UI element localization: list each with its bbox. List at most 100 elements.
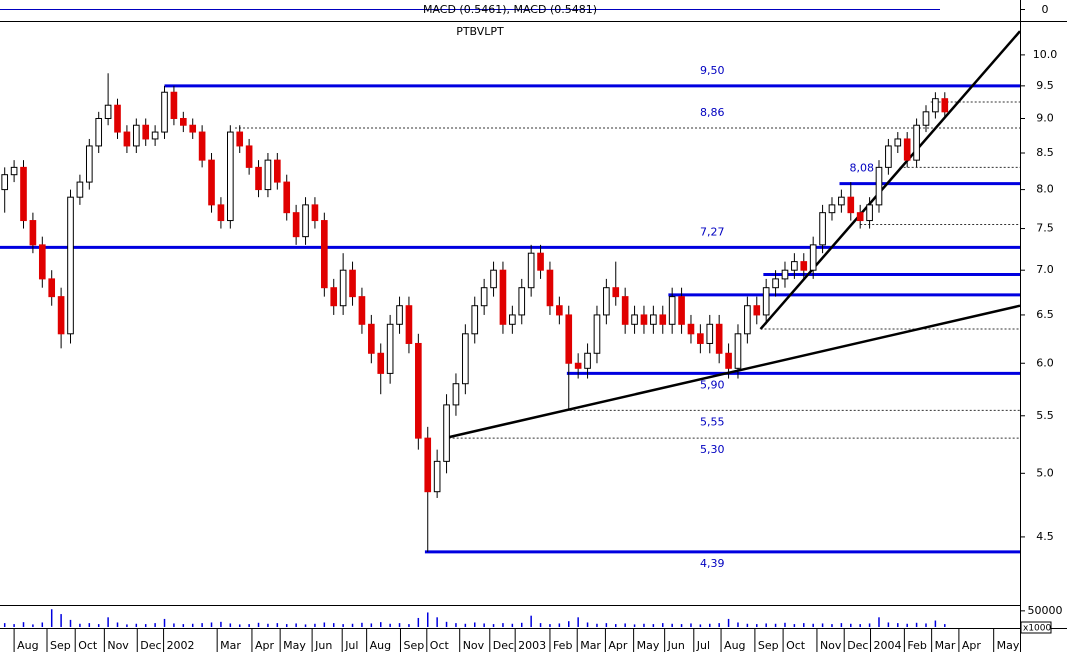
candle-body: [302, 204, 309, 238]
candle-body: [20, 166, 27, 222]
candle-body: [772, 278, 779, 289]
candle-body: [603, 287, 610, 316]
level-label: 8,08: [850, 162, 875, 175]
candle-body: [621, 296, 629, 325]
y-tick-label: 8.5: [1036, 146, 1054, 159]
x-tick-label: Aug: [724, 639, 745, 652]
candle-body: [706, 323, 714, 344]
x-tick-label: Apr: [608, 639, 628, 652]
candle-body: [142, 124, 150, 140]
candle-body: [29, 220, 37, 246]
x-tick-label: Nov: [107, 639, 129, 652]
candle-body: [198, 131, 206, 161]
candle-body: [781, 269, 789, 280]
candle-body: [358, 296, 366, 325]
candle-body: [593, 314, 601, 354]
trendline: [444, 304, 1021, 440]
trendline: [759, 30, 1021, 330]
x-tick-label: Apr: [255, 639, 275, 652]
candle-body: [556, 305, 563, 316]
candle-body: [38, 244, 46, 280]
candle-body: [57, 296, 65, 335]
candle-body: [659, 314, 667, 325]
candle-body: [170, 91, 178, 119]
candle-body: [179, 117, 187, 126]
candle-body: [838, 196, 845, 206]
candle-body: [114, 104, 121, 133]
x-tick-label: 2004: [874, 639, 902, 652]
candle-body: [321, 220, 328, 289]
candle-body: [527, 252, 535, 289]
candle-body: [274, 159, 281, 183]
candle-body: [885, 145, 892, 168]
candle-body: [725, 352, 732, 369]
candle-body: [791, 261, 798, 271]
candle-body: [932, 98, 939, 113]
x-tick-label: Nov: [463, 639, 485, 652]
candle-body: [85, 145, 93, 183]
y-tick-label: 10.0: [1033, 48, 1058, 61]
level-label: 5,30: [700, 443, 725, 456]
candle-body: [715, 323, 723, 354]
level-label: 7,27: [700, 225, 725, 238]
candle-body: [217, 204, 225, 222]
y-tick-label: 5.5: [1036, 409, 1054, 422]
candle-body: [283, 181, 291, 214]
candle-body: [424, 437, 432, 493]
candle-body: [264, 159, 272, 191]
candle-body: [330, 287, 338, 307]
level-label: 5,90: [700, 378, 725, 391]
chart-title: PTBVLPT: [456, 25, 504, 38]
level-label: 5,55: [700, 415, 725, 428]
x-tick-label: Dec: [493, 639, 514, 652]
x-tick-label: Aug: [17, 639, 38, 652]
candle-body: [856, 212, 864, 222]
x-tick-label: Sep: [403, 639, 424, 652]
candle-body: [95, 117, 103, 147]
x-tick-label: Oct: [786, 639, 806, 652]
candle-body: [631, 314, 638, 325]
x-tick-label: Jun: [667, 639, 685, 652]
candle-body: [415, 342, 422, 439]
candle-body: [10, 166, 18, 176]
candle-body: [349, 269, 356, 298]
candle-body: [104, 104, 112, 119]
candle-body: [847, 196, 855, 214]
x-tick-label: Mar: [220, 639, 241, 652]
candle-body: [189, 124, 197, 133]
candle-body: [913, 124, 920, 161]
candle-body: [697, 333, 704, 344]
candle-body: [866, 204, 873, 222]
y-tick-label: 6.0: [1036, 356, 1054, 369]
candle-body: [518, 287, 526, 316]
candle-body: [650, 314, 657, 325]
y-tick-label: 7.0: [1036, 263, 1054, 276]
candle-body: [151, 131, 159, 140]
x-tick-label: Apr: [962, 639, 982, 652]
candle-body: [67, 196, 74, 335]
x-tick-label: Oct: [430, 639, 450, 652]
x-tick-label: May: [637, 639, 660, 652]
x-tick-label: Mar: [935, 639, 956, 652]
candle-body: [762, 287, 770, 316]
x-tick-label: Sep: [50, 639, 71, 652]
x-tick-label: Jul: [696, 639, 710, 652]
candle-body: [819, 212, 826, 246]
candle-body: [368, 323, 375, 354]
candle-body: [809, 244, 817, 271]
y-tick-label: 5.0: [1036, 466, 1054, 479]
x-tick-label: 2003: [518, 639, 546, 652]
candle-body: [471, 305, 479, 335]
candle-body: [161, 91, 168, 133]
candle-body: [509, 314, 516, 325]
x-tick-label: Oct: [78, 639, 98, 652]
candle-body: [245, 145, 253, 168]
y-tick-label: 7.5: [1036, 222, 1054, 235]
candle-body: [462, 333, 469, 385]
candle-body: [433, 460, 441, 493]
level-label: 8,86: [700, 106, 725, 119]
candle-body: [255, 166, 262, 191]
candle-body: [537, 252, 544, 271]
